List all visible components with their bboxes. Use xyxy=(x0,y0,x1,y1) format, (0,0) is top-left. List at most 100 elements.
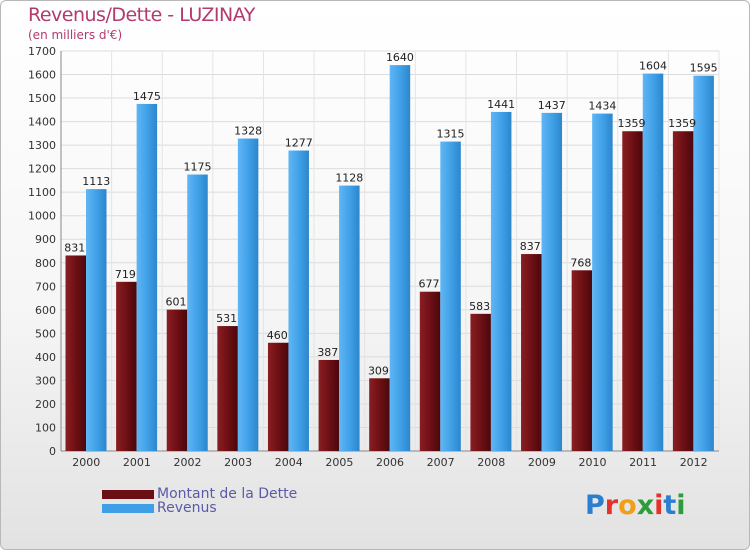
bar-revenue xyxy=(187,174,208,451)
legend-swatch-revenue xyxy=(102,504,154,513)
bar-revenue xyxy=(86,189,107,451)
data-label-revenue: 1475 xyxy=(133,90,161,103)
bar-debt xyxy=(571,270,593,451)
logo-letter: o xyxy=(618,490,637,521)
y-tick-label: 600 xyxy=(35,304,56,317)
data-labels: 831 1113 719 1475 601 1175 531 1328 460 1277 387 11… xyxy=(64,51,717,377)
axes: 0 100 200 300 400 500 600 700 800 900 1000 1100 1200… xyxy=(28,45,719,469)
bar-revenue xyxy=(642,73,664,452)
bar-revenue xyxy=(288,150,309,451)
y-tick-label: 500 xyxy=(35,327,56,340)
bar-revenue xyxy=(693,75,714,452)
y-tick-label: 1700 xyxy=(28,45,56,58)
bar-debt xyxy=(267,342,289,451)
logo-letter: t xyxy=(663,490,677,521)
data-label-revenue: 1640 xyxy=(386,51,414,64)
y-tick-label: 1500 xyxy=(28,92,56,105)
data-label-revenue: 1595 xyxy=(690,62,718,75)
data-label-debt: 460 xyxy=(267,329,288,342)
data-label-debt: 719 xyxy=(115,268,136,281)
bar-debt xyxy=(672,131,694,451)
x-tick-label: 2010 xyxy=(578,456,606,469)
bar-debt xyxy=(166,309,188,451)
y-tick-label: 100 xyxy=(35,421,56,434)
logo-letter: i xyxy=(676,490,686,521)
y-tick-label: 800 xyxy=(35,257,56,270)
x-tick-label: 2009 xyxy=(528,456,556,469)
bar-debt xyxy=(116,281,137,451)
bar-revenue xyxy=(136,103,158,452)
logo-letter: i xyxy=(654,490,664,521)
bar-revenue xyxy=(592,113,613,452)
chart-subtitle: (en milliers d'€) xyxy=(28,28,123,42)
y-tick-label: 1100 xyxy=(28,186,56,199)
legend-label-revenue: Revenus xyxy=(157,500,217,516)
data-label-debt: 837 xyxy=(520,240,541,253)
legend-swatch-debt xyxy=(102,490,154,499)
x-tick-label: 2005 xyxy=(325,456,353,469)
y-tick-label: 900 xyxy=(35,233,56,246)
bar-debt xyxy=(217,326,238,451)
x-tick-label: 2001 xyxy=(123,456,151,469)
data-label-debt: 309 xyxy=(368,364,389,377)
data-label-debt: 831 xyxy=(64,241,85,254)
x-tick-label: 2012 xyxy=(680,456,708,469)
bar-revenue xyxy=(490,111,512,452)
data-label-debt: 601 xyxy=(165,296,186,309)
bar-debt xyxy=(318,359,340,451)
data-label-revenue: 1437 xyxy=(538,99,566,112)
y-tick-label: 400 xyxy=(35,351,56,364)
bar-revenue xyxy=(339,185,360,451)
y-tick-label: 300 xyxy=(35,374,56,387)
bar-revenue xyxy=(440,141,461,451)
chart-title: Revenus/Dette - LUZINAY xyxy=(28,4,255,26)
data-label-revenue: 1315 xyxy=(437,128,465,141)
data-label-revenue: 1175 xyxy=(183,161,211,174)
y-tick-label: 1400 xyxy=(28,116,56,129)
x-tick-label: 2002 xyxy=(174,456,202,469)
data-label-debt: 387 xyxy=(317,346,338,359)
y-tick-label: 1300 xyxy=(28,139,56,152)
y-tick-label: 700 xyxy=(35,280,56,293)
data-label-debt: 677 xyxy=(419,278,440,291)
x-tick-label: 2003 xyxy=(224,456,252,469)
y-tick-label: 1200 xyxy=(28,163,56,176)
x-tick-label: 2000 xyxy=(72,456,100,469)
bar-debt xyxy=(521,254,542,451)
x-tick-label: 2008 xyxy=(477,456,505,469)
x-tick-label: 2007 xyxy=(427,456,455,469)
logo-letter: x xyxy=(636,490,655,521)
bar-debt xyxy=(470,313,491,451)
x-tick-label: 2006 xyxy=(376,456,404,469)
data-label-revenue: 1113 xyxy=(82,175,110,188)
x-tick-label: 2004 xyxy=(275,456,303,469)
data-label-debt: 1359 xyxy=(668,117,696,130)
y-tick-label: 0 xyxy=(49,445,56,458)
bar-debt xyxy=(369,378,390,451)
data-label-debt: 583 xyxy=(469,300,490,313)
bar-debt xyxy=(65,255,86,451)
bar-revenue xyxy=(389,65,411,451)
bar-revenue xyxy=(237,138,259,451)
y-tick-label: 1600 xyxy=(28,69,56,82)
data-label-revenue: 1328 xyxy=(234,125,262,138)
bar-revenue xyxy=(541,112,563,451)
bars xyxy=(65,65,714,452)
logo-letter: P xyxy=(585,490,605,521)
data-label-revenue: 1441 xyxy=(487,98,515,111)
data-label-revenue: 1434 xyxy=(588,100,616,113)
x-tick-label: 2011 xyxy=(629,456,657,469)
data-label-debt: 1359 xyxy=(618,117,646,130)
bar-debt xyxy=(419,291,441,451)
bar-debt xyxy=(622,131,643,451)
y-tick-label: 200 xyxy=(35,398,56,411)
data-label-debt: 531 xyxy=(216,312,237,325)
proxiti-logo: Proxiti xyxy=(585,490,686,521)
legend-label-debt: Montant de la Dette xyxy=(157,486,298,502)
data-label-revenue: 1277 xyxy=(285,137,313,150)
data-label-revenue: 1604 xyxy=(639,60,667,73)
y-tick-label: 1000 xyxy=(28,210,56,223)
data-label-revenue: 1128 xyxy=(335,172,363,185)
logo-letter: r xyxy=(604,490,619,521)
